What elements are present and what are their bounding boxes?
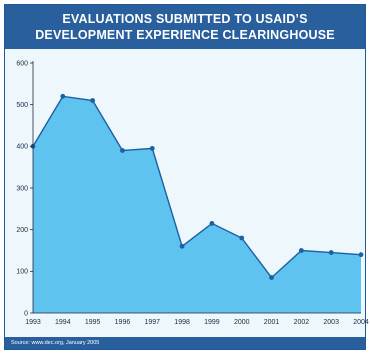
- series-line: [32, 95, 362, 279]
- area-fill: [33, 96, 361, 313]
- x-tick-label-1993: 1993: [25, 319, 41, 326]
- x-tick-label-1999: 1999: [204, 319, 220, 326]
- chart-title-line-2: DEVELOPMENT EXPERIENCE CLEARINGHOUSE: [35, 28, 335, 42]
- data-point-1996: [120, 148, 125, 153]
- x-tick-label-1995: 1995: [85, 319, 101, 326]
- data-point-2003: [328, 250, 334, 255]
- y-tick-label-200: 200: [16, 227, 28, 234]
- data-point-1999: [209, 221, 215, 226]
- x-tick-label-1998: 1998: [174, 319, 190, 326]
- x-tick-label-1996: 1996: [115, 319, 131, 326]
- data-point-2002: [298, 248, 304, 253]
- data-point-1994: [60, 93, 66, 99]
- x-tick-label-2001: 2001: [264, 319, 280, 326]
- chart-title-line-1: EVALUATIONS SUBMITTED TO USAID’S: [62, 12, 308, 26]
- data-point-1995: [90, 98, 96, 103]
- data-point-2000: [239, 235, 245, 241]
- x-tick-label-1997: 1997: [144, 319, 160, 326]
- y-tick-label-600: 600: [16, 60, 28, 67]
- y-tick-label-100: 100: [16, 269, 28, 276]
- x-tick-label-2003: 2003: [323, 319, 339, 326]
- x-tick-label-2002: 2002: [294, 319, 310, 326]
- data-point-2001: [269, 275, 274, 280]
- x-tick-label-1994: 1994: [55, 319, 71, 326]
- y-tick-label-0: 0: [24, 310, 28, 317]
- y-tick-label-500: 500: [16, 102, 28, 109]
- y-tick-label-300: 300: [16, 185, 28, 192]
- x-tick-label-2000: 2000: [234, 319, 250, 326]
- data-point-2004: [358, 252, 364, 258]
- x-tick-label-2004: 2004: [353, 319, 369, 326]
- y-tick-label-400: 400: [16, 144, 28, 151]
- data-point-1998: [179, 243, 185, 249]
- chart-source-note: Source: www.dec.org, January 2005: [5, 337, 365, 349]
- data-point-1997: [149, 146, 155, 151]
- chart-title: EVALUATIONS SUBMITTED TO USAID’S DEVELOP…: [5, 5, 365, 49]
